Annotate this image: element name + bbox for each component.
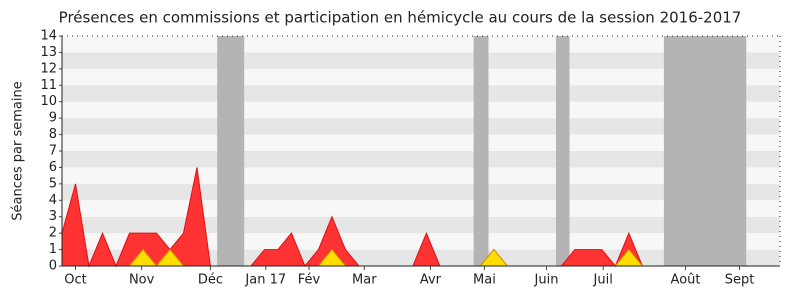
y-tick-label: 8 <box>49 127 57 142</box>
x-tick-label: Oct <box>64 273 86 288</box>
y-axis-label: Séances par semaine <box>11 81 26 220</box>
x-tick-label: Août <box>671 273 701 288</box>
x-tick-label: Avr <box>420 273 442 288</box>
vacation-band <box>217 36 245 266</box>
y-tick-label: 2 <box>49 226 57 241</box>
y-tick-label: 11 <box>40 78 57 93</box>
y-tick-label: 1 <box>49 242 57 257</box>
x-tick-label: Déc <box>198 273 223 288</box>
vacation-band <box>663 36 747 266</box>
x-tick-label: Mai <box>473 273 496 288</box>
chart-title: Présences en commissions et participatio… <box>59 9 742 27</box>
y-tick-label: 14 <box>40 29 57 44</box>
y-tick-label: 7 <box>49 144 57 159</box>
x-tick-label: Fév <box>298 273 321 288</box>
y-tick-label: 13 <box>40 45 57 60</box>
y-tick-label: 4 <box>49 193 57 208</box>
x-tick-label: Nov <box>129 273 155 288</box>
y-tick-label: 10 <box>40 94 57 109</box>
y-tick-label: 9 <box>49 111 57 126</box>
x-tick-label: Jan 17 <box>244 273 286 288</box>
vacation-band <box>555 36 570 266</box>
y-tick-label: 6 <box>49 160 57 175</box>
y-tick-label: 12 <box>40 61 57 76</box>
x-tick-label: Juin <box>534 273 559 288</box>
y-tick-label: 0 <box>49 259 57 274</box>
y-tick-label: 5 <box>49 176 57 191</box>
x-tick-label: Mar <box>352 273 377 288</box>
x-tick-label: Sept <box>725 273 755 288</box>
y-tick-label: 3 <box>49 209 57 224</box>
x-tick-label: Juil <box>593 273 613 288</box>
vacation-band <box>473 36 489 266</box>
